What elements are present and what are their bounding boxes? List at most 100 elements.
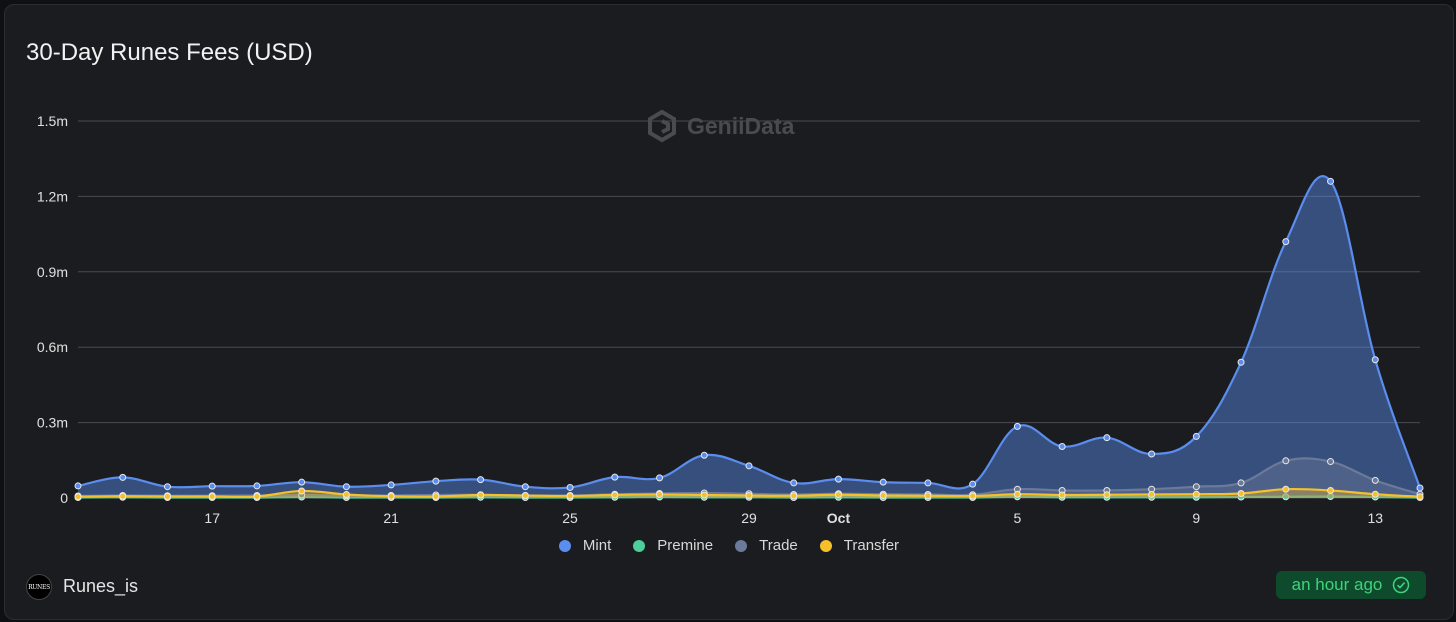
y-tick-label: 0 — [60, 490, 68, 506]
legend-dot-icon — [558, 539, 571, 552]
y-tick-label: 0.9m — [37, 264, 68, 280]
x-tick-label: 13 — [1367, 510, 1383, 526]
runes-logo-icon: RUNES — [26, 574, 52, 600]
check-circle-icon — [1393, 576, 1410, 594]
watermark-text: GeniiData — [687, 112, 795, 139]
source-name[interactable]: Runes_is — [63, 576, 139, 596]
data-point-transfer — [1058, 491, 1066, 499]
y-tick-label: 1.5m — [37, 113, 68, 129]
data-point-mint — [1237, 358, 1245, 366]
data-point-mint — [1327, 177, 1335, 185]
x-tick-label: 9 — [1192, 510, 1200, 526]
data-point-transfer — [477, 491, 485, 499]
x-tick-label: 5 — [1014, 510, 1022, 526]
legend-label: Mint — [582, 537, 612, 554]
updated-text: an hour ago — [1291, 575, 1383, 594]
data-point-mint — [477, 476, 485, 484]
data-point-mint — [566, 483, 574, 491]
data-point-transfer — [298, 487, 306, 495]
series-area-mint — [78, 176, 1420, 499]
data-point-mint — [1416, 484, 1424, 492]
data-point-mint — [298, 478, 306, 486]
data-point-transfer — [700, 491, 708, 499]
data-point-mint — [253, 482, 261, 490]
data-point-trade — [1327, 458, 1335, 466]
data-point-transfer — [1013, 490, 1021, 498]
y-tick-label: 1.2m — [37, 188, 68, 204]
data-point-transfer — [1148, 490, 1156, 498]
data-point-mint — [969, 480, 977, 488]
data-point-transfer — [342, 490, 350, 498]
data-point-transfer — [1192, 490, 1200, 498]
legend-dot-icon — [819, 539, 832, 552]
data-point-mint — [879, 478, 887, 486]
chart-legend: Mint Premine Trade Transfer — [5, 537, 1453, 554]
legend-item-transfer[interactable]: Transfer — [819, 537, 900, 554]
data-point-trade — [1237, 479, 1245, 487]
data-point-transfer — [119, 492, 127, 500]
legend-label: Trade — [759, 537, 798, 554]
data-point-mint — [521, 483, 529, 491]
data-point-transfer — [387, 492, 395, 500]
data-point-transfer — [163, 492, 171, 500]
data-point-transfer — [1282, 485, 1290, 493]
data-point-transfer — [566, 492, 574, 500]
legend-item-trade[interactable]: Trade — [735, 537, 798, 554]
data-point-mint — [1103, 434, 1111, 442]
data-point-mint — [74, 482, 82, 490]
legend-label: Premine — [657, 537, 714, 554]
data-point-transfer — [208, 492, 216, 500]
legend-item-premine[interactable]: Premine — [633, 537, 713, 554]
data-point-transfer — [521, 491, 529, 499]
data-point-mint — [208, 482, 216, 490]
data-point-mint — [745, 462, 753, 470]
data-point-trade — [1192, 483, 1200, 491]
legend-dot-icon — [633, 539, 646, 552]
area-chart: 0 0.3m 0.6m 0.9m 1.2m 1.5m 17 21 25 29 Oct 5 9 13 — [37, 113, 1424, 526]
legend-dot-icon — [735, 539, 748, 552]
data-point-mint — [1371, 356, 1379, 364]
data-point-transfer — [1327, 486, 1335, 494]
y-tick-label: 0.3m — [37, 415, 68, 431]
x-tick-label: 29 — [741, 510, 757, 526]
data-point-transfer — [74, 493, 82, 501]
data-point-mint — [656, 474, 664, 482]
data-point-mint — [1282, 238, 1290, 246]
data-point-transfer — [1416, 493, 1424, 501]
chart-card: 30-Day Runes Fees (USD) GeniiData 0 0.3m 0… — [4, 4, 1454, 620]
data-point-mint — [342, 483, 350, 491]
data-point-transfer — [924, 492, 932, 500]
data-point-mint — [1148, 450, 1156, 458]
geniidata-watermark: GeniiData — [645, 109, 794, 143]
x-tick-label: 17 — [204, 510, 220, 526]
data-point-transfer — [253, 492, 261, 500]
data-point-transfer — [969, 492, 977, 500]
data-point-transfer — [611, 491, 619, 499]
data-point-mint — [1058, 442, 1066, 450]
data-point-mint — [700, 451, 708, 459]
legend-item-mint[interactable]: Mint — [558, 537, 612, 554]
data-point-mint — [1192, 432, 1200, 440]
y-tick-label: 0.6m — [37, 339, 68, 355]
data-point-transfer — [432, 492, 440, 500]
data-point-premine — [1282, 493, 1290, 501]
data-point-mint — [432, 477, 440, 485]
data-point-mint — [611, 473, 619, 481]
data-point-transfer — [834, 491, 842, 499]
x-tick-label: Oct — [827, 510, 851, 526]
data-point-trade — [1282, 457, 1290, 465]
data-point-mint — [1013, 422, 1021, 430]
data-point-transfer — [879, 491, 887, 499]
status-badge: an hour ago — [1276, 571, 1426, 599]
legend-label: Transfer — [843, 537, 900, 554]
data-point-transfer — [1237, 489, 1245, 497]
x-tick-label: 25 — [562, 510, 578, 526]
data-point-mint — [387, 481, 395, 489]
x-tick-label: 21 — [383, 510, 399, 526]
data-point-transfer — [1371, 490, 1379, 498]
data-point-transfer — [656, 490, 664, 498]
data-point-transfer — [745, 491, 753, 499]
data-point-mint — [163, 483, 171, 491]
data-point-trade — [1371, 476, 1379, 484]
data-point-mint — [924, 479, 932, 487]
